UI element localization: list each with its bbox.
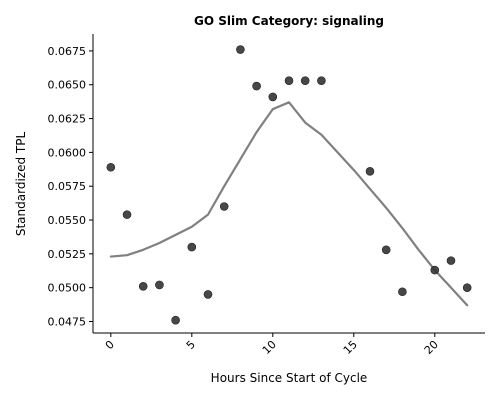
data-point xyxy=(301,77,309,85)
chart-title: GO Slim Category: signaling xyxy=(194,14,384,28)
x-tick-label: 15 xyxy=(341,338,360,357)
data-point xyxy=(220,203,228,211)
data-point xyxy=(236,46,244,54)
data-point xyxy=(463,284,471,292)
data-point xyxy=(431,266,439,274)
data-point xyxy=(366,167,374,175)
data-point xyxy=(204,290,212,298)
x-axis-title: Hours Since Start of Cycle xyxy=(211,371,368,385)
y-tick-label: 0.0650 xyxy=(48,79,87,92)
y-axis-title: Standardized TPL xyxy=(14,132,28,237)
trend-line-layer xyxy=(111,102,467,305)
x-tick-label: 20 xyxy=(422,338,441,357)
data-points-layer xyxy=(107,46,471,325)
data-point xyxy=(155,281,163,289)
trend-line xyxy=(111,102,467,305)
x-axis: 0 5 10 15 20 xyxy=(93,333,485,357)
data-point xyxy=(447,257,455,265)
data-point xyxy=(123,211,131,219)
x-tick-label: 0 xyxy=(103,338,117,352)
y-tick-label: 0.0600 xyxy=(48,146,87,159)
data-point xyxy=(188,243,196,251)
data-point xyxy=(317,77,325,85)
data-point xyxy=(398,288,406,296)
data-point xyxy=(382,246,390,254)
x-tick-label: 10 xyxy=(260,338,279,357)
y-tick-label: 0.0475 xyxy=(48,316,87,329)
data-point xyxy=(107,163,115,171)
data-point xyxy=(172,316,180,324)
y-tick-label: 0.0550 xyxy=(48,214,87,227)
y-tick-label: 0.0675 xyxy=(48,45,87,58)
data-point xyxy=(139,282,147,290)
x-tick-label: 5 xyxy=(184,338,198,352)
y-tick-label: 0.0625 xyxy=(48,113,87,126)
data-point xyxy=(285,77,293,85)
y-tick-label: 0.0575 xyxy=(48,180,87,193)
data-point xyxy=(269,93,277,101)
y-tick-label: 0.0525 xyxy=(48,248,87,261)
y-tick-label: 0.0500 xyxy=(48,282,87,295)
data-point xyxy=(253,82,261,90)
y-axis: 0.0475 0.0500 0.0525 0.0550 0.0575 0.0600 0.06… xyxy=(48,34,94,333)
